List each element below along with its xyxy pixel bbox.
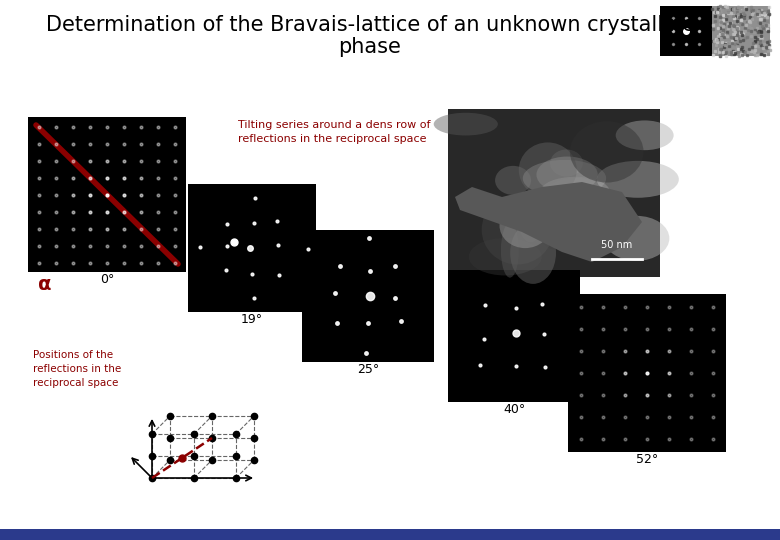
- Ellipse shape: [469, 238, 541, 275]
- Bar: [0, 529, 780, 540]
- Ellipse shape: [535, 196, 575, 249]
- Bar: [448, 270, 580, 402]
- Ellipse shape: [523, 160, 606, 197]
- Ellipse shape: [615, 120, 674, 150]
- Ellipse shape: [570, 121, 643, 183]
- Text: 50 nm: 50 nm: [601, 240, 633, 250]
- Text: 19°: 19°: [241, 313, 263, 326]
- Bar: [568, 294, 726, 452]
- Bar: [188, 184, 316, 312]
- Ellipse shape: [537, 157, 597, 193]
- Text: Positions of the
reflections in the
reciprocal space: Positions of the reflections in the reci…: [33, 350, 121, 388]
- Text: 0°: 0°: [100, 273, 114, 286]
- Ellipse shape: [482, 195, 553, 265]
- Ellipse shape: [519, 143, 576, 198]
- Text: 52°: 52°: [636, 453, 658, 466]
- Ellipse shape: [604, 216, 669, 261]
- Ellipse shape: [501, 223, 519, 278]
- Ellipse shape: [550, 150, 583, 177]
- Text: phase: phase: [339, 37, 402, 57]
- Text: α: α: [38, 275, 51, 294]
- Bar: [712, 6, 770, 56]
- Ellipse shape: [518, 190, 544, 242]
- Ellipse shape: [597, 161, 679, 198]
- Ellipse shape: [523, 191, 590, 210]
- Text: 25°: 25°: [357, 363, 379, 376]
- Bar: [448, 109, 660, 277]
- Bar: [28, 117, 186, 272]
- Ellipse shape: [434, 113, 498, 136]
- Ellipse shape: [510, 222, 556, 284]
- Ellipse shape: [541, 177, 609, 206]
- Ellipse shape: [499, 203, 551, 248]
- Text: Tilting series around a dens row of
reflections in the reciprocal space: Tilting series around a dens row of refl…: [238, 120, 431, 144]
- Text: 40°: 40°: [503, 403, 525, 416]
- Polygon shape: [455, 182, 642, 262]
- Text: Determination of the Bravais-lattice of an unknown crystalline: Determination of the Bravais-lattice of …: [45, 15, 694, 35]
- Bar: [660, 6, 712, 56]
- Ellipse shape: [495, 166, 531, 195]
- Ellipse shape: [540, 178, 612, 227]
- Bar: [302, 230, 434, 362]
